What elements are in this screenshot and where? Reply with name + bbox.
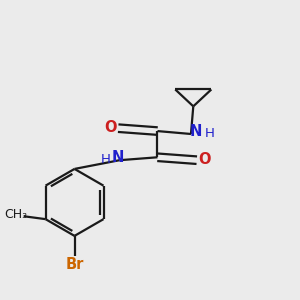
Text: O: O — [199, 152, 211, 167]
Text: H: H — [204, 128, 214, 140]
Text: H: H — [101, 153, 111, 166]
Text: CH₃: CH₃ — [4, 208, 27, 221]
Text: N: N — [112, 150, 124, 165]
Text: O: O — [105, 120, 117, 135]
Text: N: N — [190, 124, 203, 139]
Text: Br: Br — [65, 257, 84, 272]
